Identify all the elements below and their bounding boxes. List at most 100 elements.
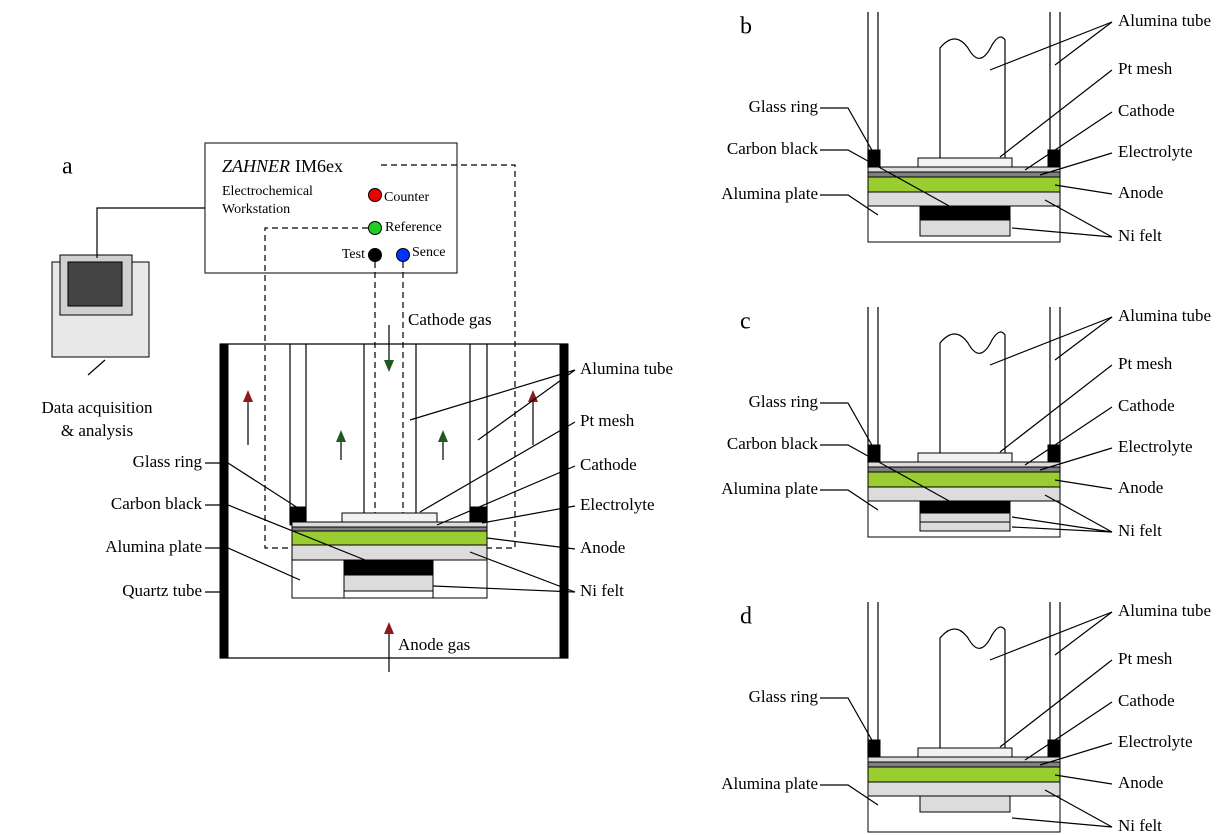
label: Carbon black <box>727 434 819 453</box>
terminal <box>369 222 382 235</box>
leader <box>1055 612 1112 655</box>
label: Sence <box>412 245 445 260</box>
leader <box>1025 112 1112 170</box>
quartz-wall <box>220 344 228 658</box>
mouse-cord <box>88 360 105 375</box>
label: c <box>740 309 751 335</box>
label: Pt mesh <box>580 411 635 430</box>
ni-felt <box>920 522 1010 531</box>
cathode <box>868 757 1060 762</box>
label: Glass ring <box>749 687 819 706</box>
electrolyte <box>868 467 1060 472</box>
ni-felt <box>344 591 433 598</box>
label: Glass ring <box>749 97 819 116</box>
label: Test <box>342 247 365 262</box>
alumina-plate <box>868 782 1060 796</box>
label: Pt mesh <box>1118 649 1173 668</box>
quartz-wall <box>560 344 568 658</box>
inner-tube <box>940 332 1005 453</box>
label: Electrolyte <box>1118 142 1193 161</box>
label: Ni felt <box>1118 226 1162 245</box>
leader <box>410 370 575 420</box>
label: Cathode <box>1118 691 1175 710</box>
glass-ring <box>868 740 880 758</box>
diagram: aData acquisition& analysisZAHNERIM6exEl… <box>0 0 1229 835</box>
label: b <box>740 14 752 40</box>
leader <box>1025 702 1112 760</box>
label: Anode gas <box>398 635 470 654</box>
gas-arrow-head <box>384 622 394 634</box>
label: Workstation <box>222 202 290 217</box>
leader <box>1055 775 1112 784</box>
electrolyte <box>868 172 1060 177</box>
brand: ZAHNER <box>222 156 290 176</box>
label: Alumina plate <box>721 184 818 203</box>
ni-felt <box>920 513 1010 522</box>
label: Alumina plate <box>721 774 818 793</box>
label: Ni felt <box>1118 521 1162 540</box>
pt-mesh <box>918 748 1012 757</box>
label: Anode <box>1118 478 1163 497</box>
inner-tube <box>940 37 1005 158</box>
label: Alumina plate <box>105 537 202 556</box>
label: Cathode <box>1118 101 1175 120</box>
cathode <box>868 462 1060 467</box>
gas-arrow-head <box>384 360 394 372</box>
ni-felt <box>920 796 1010 812</box>
leader <box>820 698 873 742</box>
screen <box>68 262 122 306</box>
glass-ring <box>1048 740 1060 758</box>
label: a <box>62 154 73 180</box>
leader <box>1055 22 1112 65</box>
glass-ring <box>868 445 880 463</box>
label: Anode <box>1118 183 1163 202</box>
label: Alumina tube <box>580 359 673 378</box>
leader <box>1000 660 1112 747</box>
label: Cathode gas <box>408 310 492 329</box>
label: Anode <box>1118 773 1163 792</box>
cable <box>97 208 205 258</box>
leader <box>1055 185 1112 194</box>
anode <box>868 472 1060 487</box>
label: Electrochemical <box>222 184 313 199</box>
pt-mesh <box>918 158 1012 167</box>
pt-mesh <box>342 513 437 522</box>
leader <box>437 466 575 525</box>
electrolyte <box>292 527 487 531</box>
label: Ni felt <box>580 581 624 600</box>
leader <box>1055 480 1112 489</box>
label: Reference <box>385 220 442 235</box>
carbon-black <box>920 501 1010 513</box>
label: Data acquisition <box>42 398 153 417</box>
label: Electrolyte <box>1118 437 1193 456</box>
model: IM6ex <box>295 156 343 176</box>
leader <box>990 22 1112 70</box>
label: Glass ring <box>133 452 203 471</box>
label: Glass ring <box>749 392 819 411</box>
label: Pt mesh <box>1118 354 1173 373</box>
electrolyte <box>868 762 1060 767</box>
cathode <box>292 522 487 527</box>
cathode <box>868 167 1060 172</box>
label: Alumina tube <box>1118 11 1211 30</box>
alumina-plate <box>868 192 1060 206</box>
leader <box>820 108 873 152</box>
label: Alumina tube <box>1118 306 1211 325</box>
label: Ni felt <box>1118 816 1162 835</box>
label: Quartz tube <box>122 581 202 600</box>
gas-arrow-head <box>336 430 346 442</box>
label: Cathode <box>580 455 637 474</box>
glass-ring <box>1048 445 1060 463</box>
terminal <box>397 249 410 262</box>
gas-arrow-head <box>438 430 448 442</box>
ni-felt <box>344 575 433 591</box>
alumina-plate <box>868 487 1060 501</box>
page: aData acquisition& analysisZAHNERIM6exEl… <box>0 0 1229 835</box>
glass-ring <box>868 150 880 168</box>
leader <box>1000 365 1112 452</box>
anode <box>868 177 1060 192</box>
label: Electrolyte <box>1118 732 1193 751</box>
alumina-plate <box>292 545 487 560</box>
leader <box>205 548 300 580</box>
